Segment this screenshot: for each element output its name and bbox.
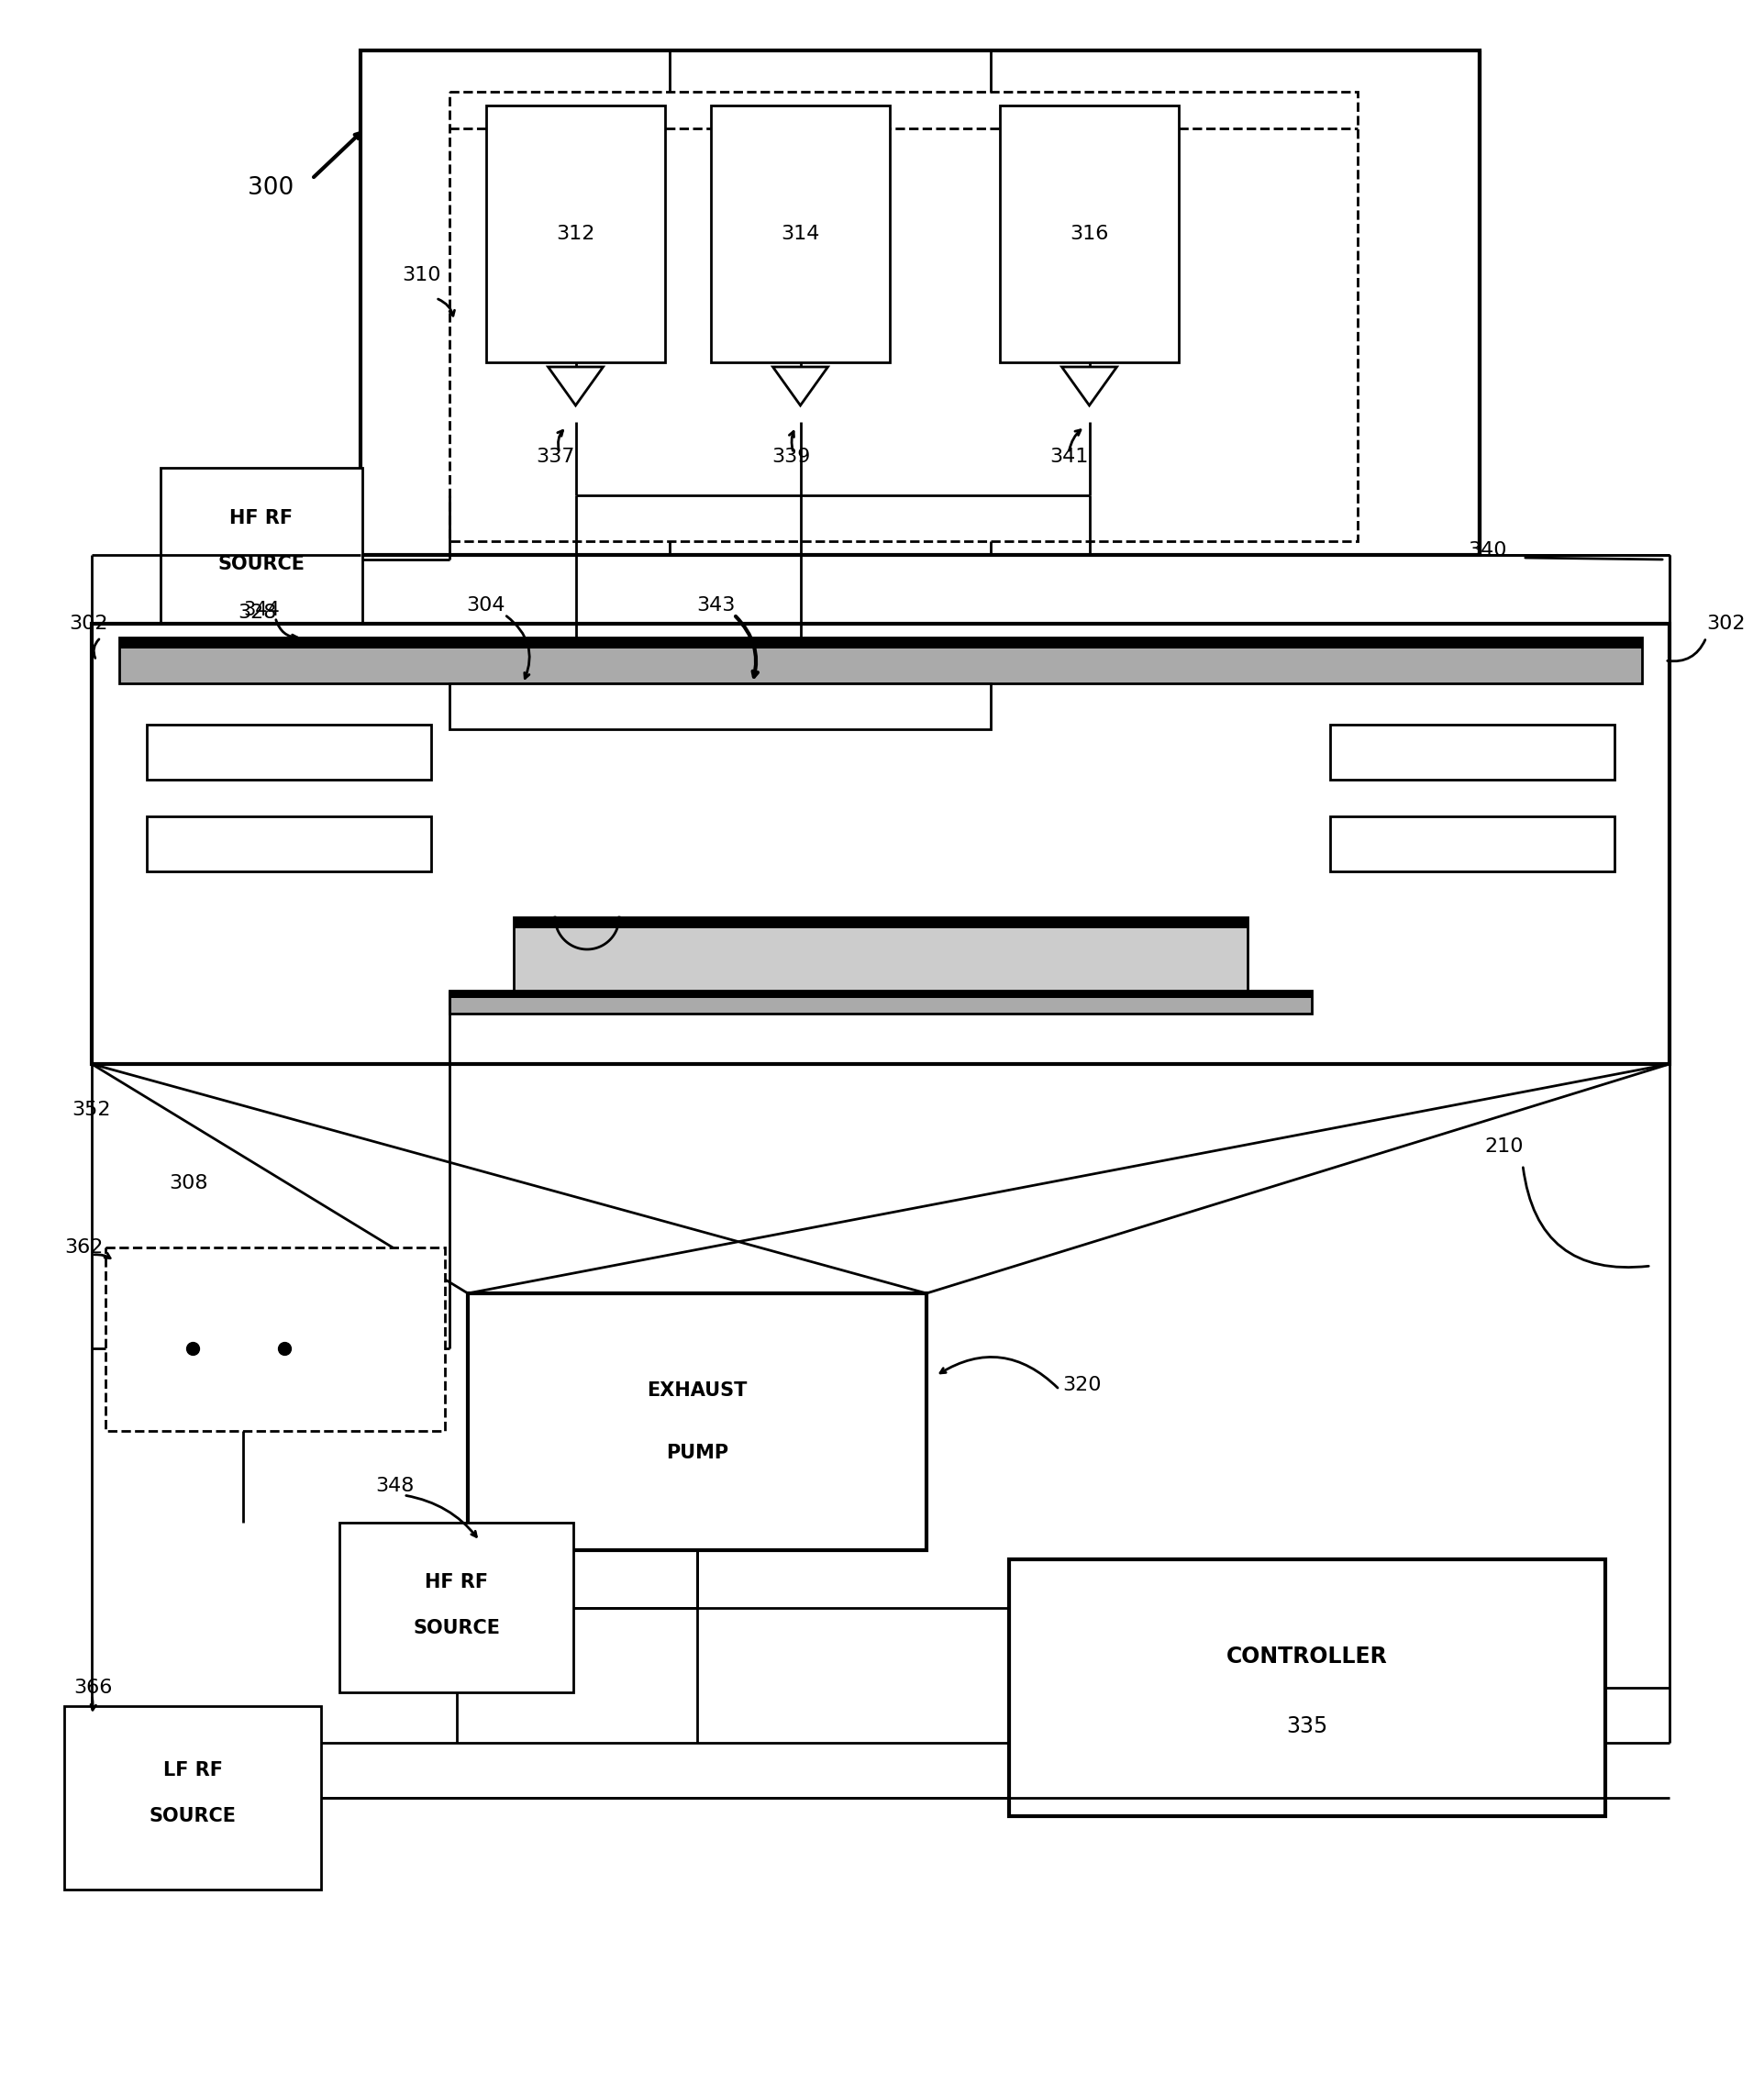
Text: SOURCE: SOURCE (413, 1619, 499, 1638)
Bar (1000, 106, 1178, 363)
Text: 302: 302 (69, 614, 108, 632)
Polygon shape (773, 367, 827, 406)
Text: 314: 314 (781, 224, 820, 243)
Bar (513, 916, 1247, 991)
Bar (450, 91, 1358, 541)
Bar (513, 916, 1247, 929)
Text: LF RF: LF RF (162, 1762, 222, 1779)
Text: SOURCE: SOURCE (150, 1808, 236, 1826)
Bar (1330, 817, 1614, 871)
Bar (711, 106, 889, 363)
Text: HF RF: HF RF (229, 510, 293, 527)
Text: 304: 304 (467, 597, 506, 614)
Text: 312: 312 (556, 224, 594, 243)
Text: 352: 352 (72, 1101, 111, 1119)
Bar (467, 1294, 926, 1551)
Bar (146, 726, 430, 779)
Text: CONTROLLER: CONTROLLER (1226, 1646, 1388, 1669)
Text: HF RF: HF RF (425, 1573, 489, 1592)
Bar (1009, 1559, 1605, 1816)
Text: 308: 308 (169, 1173, 208, 1192)
Text: 348: 348 (376, 1476, 415, 1495)
Bar (450, 991, 1312, 1014)
Text: 344: 344 (243, 601, 280, 620)
Text: 341: 341 (1050, 448, 1088, 466)
Text: 343: 343 (697, 597, 736, 614)
Text: PUMP: PUMP (667, 1443, 729, 1461)
Bar (487, 106, 665, 363)
Bar (450, 991, 1312, 997)
Bar (339, 1524, 573, 1692)
Text: 335: 335 (1286, 1714, 1328, 1737)
Text: 316: 316 (1071, 224, 1110, 243)
Text: 320: 320 (1064, 1376, 1102, 1395)
Text: 340: 340 (1468, 541, 1506, 560)
Bar (360, 50, 1480, 556)
Text: 339: 339 (771, 448, 810, 466)
Text: SOURCE: SOURCE (219, 556, 305, 574)
Bar (146, 817, 430, 871)
Text: 302: 302 (1706, 614, 1745, 632)
Text: 337: 337 (536, 448, 575, 466)
Text: 328: 328 (238, 603, 277, 622)
Polygon shape (549, 367, 603, 406)
Text: EXHAUST: EXHAUST (647, 1383, 748, 1399)
Bar (1330, 726, 1614, 779)
Bar (92, 624, 1669, 1063)
Bar (450, 684, 991, 730)
Text: 310: 310 (402, 265, 441, 284)
Bar (64, 1706, 321, 1891)
Text: 300: 300 (247, 176, 293, 199)
Polygon shape (1062, 367, 1117, 406)
Text: 362: 362 (64, 1238, 102, 1256)
Bar (106, 1248, 445, 1430)
Bar (120, 638, 1642, 684)
Text: 366: 366 (74, 1679, 113, 1698)
Bar (120, 638, 1642, 649)
Text: 210: 210 (1485, 1138, 1524, 1157)
Bar (161, 468, 362, 651)
